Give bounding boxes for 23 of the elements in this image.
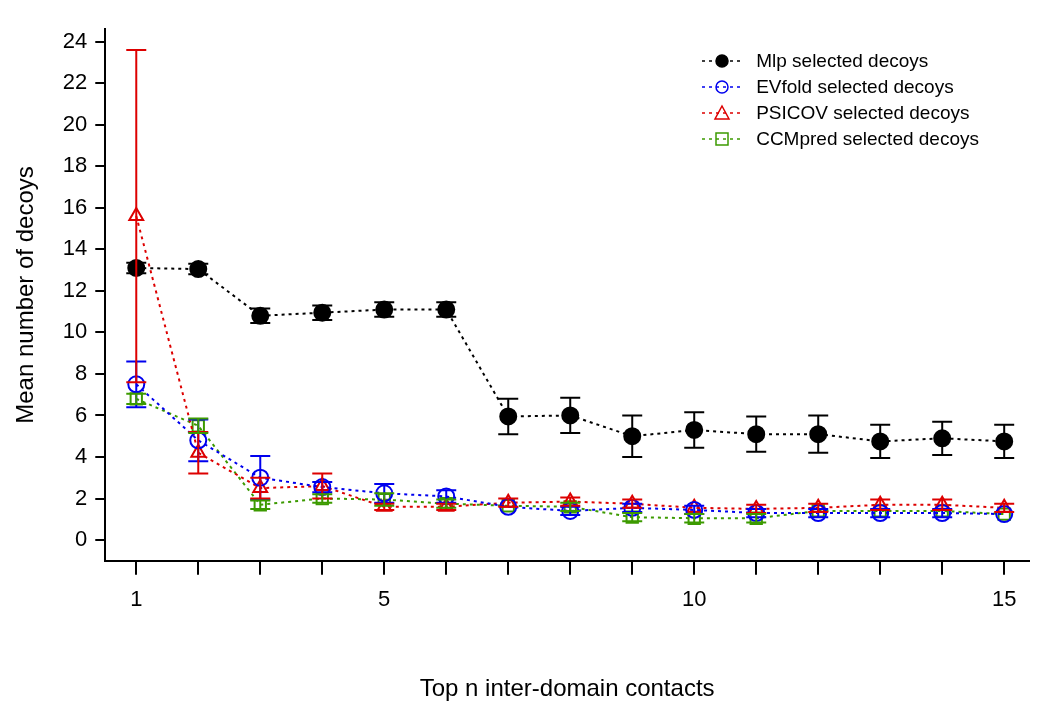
y-tick-label: 18 xyxy=(62,152,88,178)
y-tick-label: 22 xyxy=(62,69,88,95)
y-tick-label: 20 xyxy=(62,110,88,136)
y-tick-label: 6 xyxy=(75,401,88,427)
x-tick-label: 15 xyxy=(991,586,1017,612)
legend-label: Mlp selected decoys xyxy=(756,50,929,72)
legend-label: PSICOV selected decoys xyxy=(756,102,970,124)
y-tick-label: 0 xyxy=(75,526,88,552)
y-tick-label: 24 xyxy=(62,27,88,53)
y-tick-label: 8 xyxy=(75,359,88,385)
legend-label: CCMpred selected decoys xyxy=(756,128,979,150)
y-tick-label: 2 xyxy=(75,484,88,510)
x-tick-label: 10 xyxy=(681,586,707,612)
y-tick-label: 12 xyxy=(62,276,88,302)
y-tick-label: 16 xyxy=(62,193,88,219)
x-tick-label: 1 xyxy=(130,586,143,612)
y-tick-label: 14 xyxy=(62,235,88,261)
legend-label: EVfold selected decoys xyxy=(756,76,954,98)
y-axis-title: Mean number of decoys xyxy=(11,166,39,424)
x-axis-title: Top n inter-domain contacts xyxy=(419,674,715,702)
y-tick-label: 10 xyxy=(62,318,88,344)
y-tick-label: 4 xyxy=(75,443,88,469)
x-tick-label: 5 xyxy=(378,586,391,612)
